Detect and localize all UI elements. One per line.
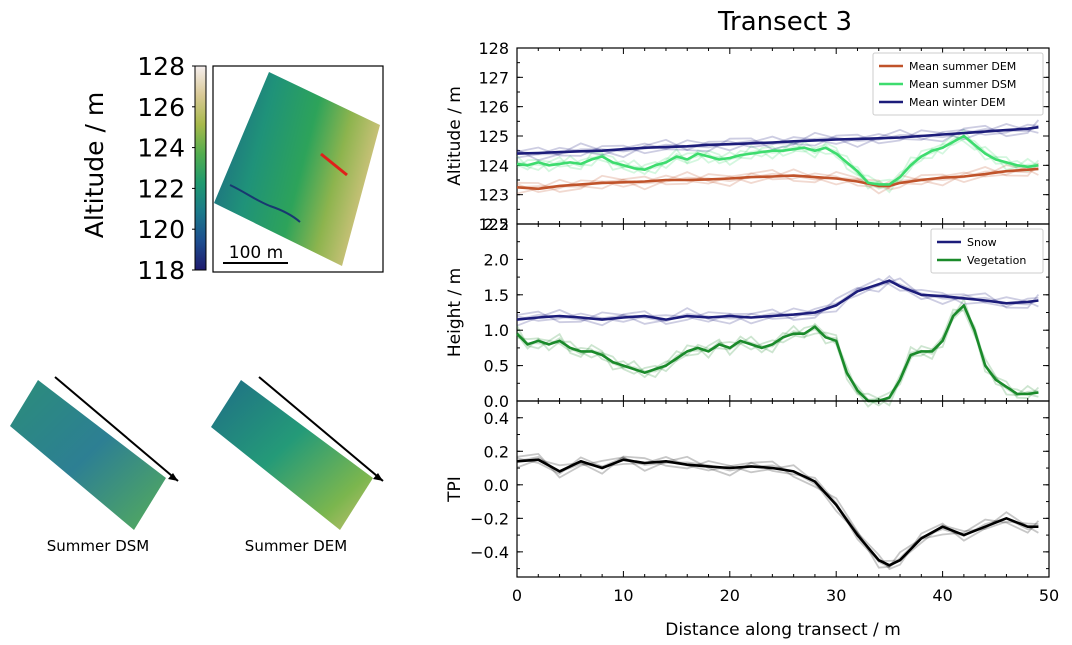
- y-tick-label: 0.2: [484, 442, 509, 461]
- y-tick-label: 0.5: [484, 357, 509, 376]
- transect-trace: [516, 455, 1039, 571]
- y-tick-label: 0.0: [484, 392, 509, 411]
- colorbar-tick-label: 128: [137, 52, 185, 81]
- transect-trace: [516, 134, 1039, 194]
- transect-panels: 122 123 124 125 126 127 128 Altitude / m Mean su…: [445, 39, 1059, 640]
- transect-trace: [516, 135, 1039, 188]
- panel-1: 122 123 124 125 126 127 128 Altitude / m Mean su…: [445, 39, 1050, 234]
- summer-dem-raster: [211, 380, 373, 530]
- arrow-head-icon: [168, 473, 178, 481]
- colorbar-tick-label: 120: [137, 215, 185, 244]
- map-raster: [214, 72, 380, 266]
- arrow-head-icon: [373, 473, 383, 481]
- y-tick-label: 2.5: [484, 215, 509, 234]
- direction-arrow: [258, 376, 384, 482]
- transect-trace: [516, 167, 1039, 189]
- overview-map: 100 m: [212, 65, 384, 273]
- thumbnail-summer-dem: Summer DEM: [211, 376, 384, 555]
- y-tick-label: −0.2: [470, 509, 509, 528]
- y-tick-label: 128: [478, 39, 509, 58]
- y-axis-label: Altitude / m: [445, 86, 465, 186]
- x-tick-label: 30: [826, 586, 846, 605]
- series-line: [516, 125, 1039, 155]
- colorbar-tick-label: 118: [137, 256, 185, 285]
- legend: [930, 228, 1044, 274]
- transect-trace: [516, 456, 1039, 563]
- legend-label: Mean winter DEM: [909, 96, 1006, 109]
- transect-trace: [516, 456, 1039, 569]
- x-tick-label: 10: [613, 586, 633, 605]
- x-tick-label: 40: [932, 586, 952, 605]
- y-tick-label: 126: [478, 98, 509, 117]
- series-line: [516, 167, 1039, 191]
- transect-trace: [516, 277, 1039, 327]
- y-tick-label: 127: [478, 68, 509, 87]
- legend-label: Vegetation: [967, 254, 1026, 267]
- panel-2: 0.0 0.5 1.0 1.5 2.0 2.5 Height / m Snow Vegetati…: [445, 215, 1050, 411]
- series-line: [516, 279, 1039, 321]
- y-axis-label: Height / m: [445, 268, 465, 357]
- figure-title: Transect 3: [717, 7, 852, 37]
- x-axis-label: Distance along transect / m: [665, 620, 901, 640]
- colorbar-gradient: [194, 65, 207, 271]
- y-tick-label: 122: [478, 215, 509, 234]
- series-line: [516, 304, 1039, 403]
- series-line: [516, 134, 1039, 186]
- thumbnail-summer-dsm: Summer DSM: [10, 376, 179, 555]
- y-axis-label: TPI: [445, 476, 465, 503]
- y-tick-label: 124: [478, 156, 509, 175]
- y-tick-label: 123: [478, 186, 509, 205]
- legend-label: Snow: [967, 236, 997, 249]
- colorbar-tick-label: 126: [137, 93, 185, 122]
- y-tick-label: 1.5: [484, 286, 509, 305]
- transect-trace: [516, 137, 1039, 190]
- transect-line: [320, 152, 348, 177]
- x-tick-label: 20: [720, 586, 740, 605]
- colorbar-ticks: 128 126 124 122 120 118: [137, 52, 195, 285]
- legend-label: Mean summer DEM: [909, 60, 1016, 73]
- colorbar-label: Altitude / m: [80, 92, 109, 238]
- scale-bar-label: 100 m: [229, 243, 283, 263]
- direction-arrow: [54, 376, 179, 482]
- y-tick-label: 1.0: [484, 321, 509, 340]
- y-tick-label: −0.4: [470, 543, 509, 562]
- thumbnail-label: Summer DEM: [245, 537, 347, 555]
- colorbar-tick-label: 124: [137, 134, 185, 163]
- summer-dsm-raster: [10, 380, 166, 530]
- y-tick-label: 125: [478, 127, 509, 146]
- series-line: [516, 458, 1039, 567]
- y-tick-label: 2.0: [484, 250, 509, 269]
- legend-label: Mean summer DSM: [909, 78, 1016, 91]
- transect-trace: [516, 164, 1039, 195]
- colorbar-tick-label: 122: [137, 174, 185, 203]
- panel-frame: [516, 400, 1050, 578]
- transect-trace: [516, 308, 1039, 407]
- y-tick-label: 0.4: [484, 409, 509, 428]
- x-tick-label: 50: [1039, 586, 1059, 605]
- map-stream: [229, 184, 301, 223]
- x-tick-label: 0: [512, 586, 522, 605]
- y-tick-label: 0.0: [484, 476, 509, 495]
- thumbnail-label: Summer DSM: [47, 537, 149, 555]
- colorbar: Altitude / m 128 126 124 122 120 118: [80, 52, 207, 285]
- panel-3: −0.4 −0.2 0.0 0.2 0.4 TPI 0 10 20 30 40 50 Distance …: [445, 400, 1059, 640]
- legend: [872, 52, 1044, 116]
